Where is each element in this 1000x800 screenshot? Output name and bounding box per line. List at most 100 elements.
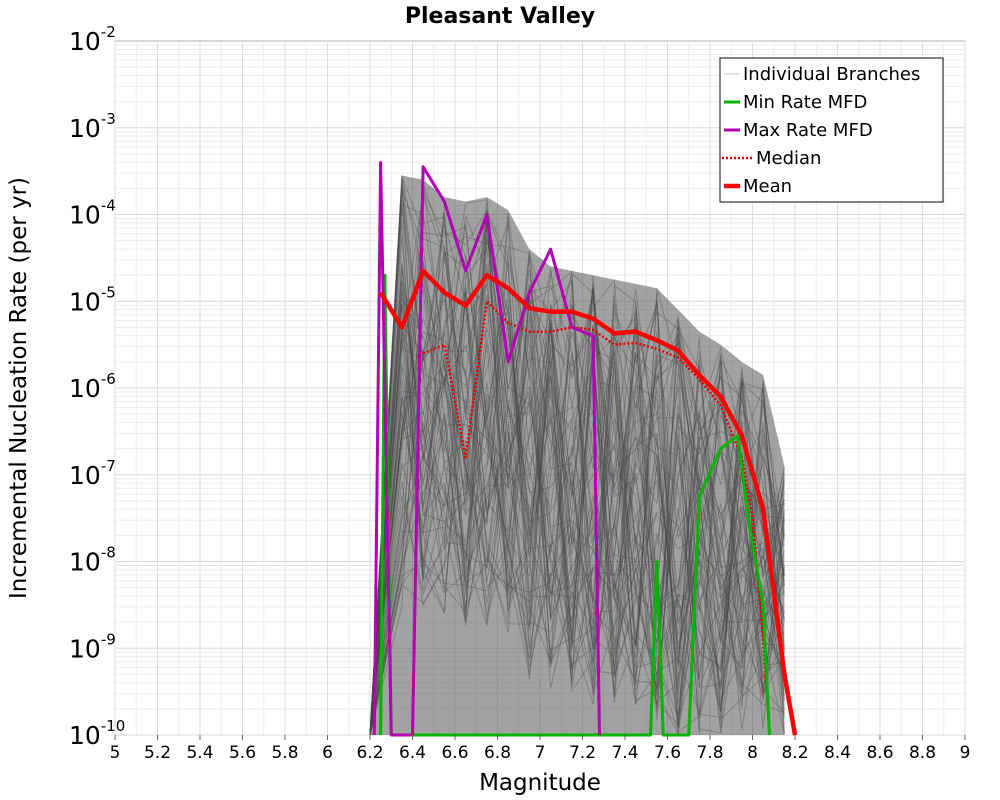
branch-line (369, 285, 785, 736)
branch-line (369, 183, 785, 736)
x-tick-label: 7.4 (611, 743, 638, 763)
branch-band (370, 175, 785, 735)
branch-line (369, 284, 785, 736)
y-tick-label: 10-4 (69, 197, 116, 230)
series-layer (372, 160, 798, 737)
branch-line (369, 246, 785, 736)
x-tick-label: 8.2 (781, 743, 808, 763)
branch-line (369, 213, 785, 736)
branch-line (369, 178, 785, 736)
branch-line (369, 289, 785, 736)
branch-line (369, 290, 785, 736)
branch-line (369, 283, 785, 736)
branch-line (369, 199, 785, 736)
branch-line (369, 220, 785, 736)
branch-line (369, 270, 785, 736)
branch-line (369, 223, 785, 736)
branch-line (369, 222, 785, 736)
chart-title: Pleasant Valley (405, 4, 595, 29)
series-max-rate-mfd (372, 160, 601, 737)
branch-line (369, 284, 785, 736)
branch-line (369, 189, 785, 736)
legend-box (719, 57, 944, 203)
x-tick-label: 6.2 (356, 743, 383, 763)
legend-label: Max Rate MFD (743, 120, 873, 141)
branch-line (369, 213, 785, 736)
x-tick-label: 5 (110, 743, 121, 763)
branch-line (369, 284, 785, 736)
branch-line (369, 297, 785, 736)
branch-line (369, 250, 785, 736)
branch-line (369, 176, 785, 736)
x-tick-label: 8.4 (824, 743, 851, 763)
y-axis-label: Incremental Nucleation Rate (per yr) (6, 177, 32, 599)
x-tick-label: 8 (747, 743, 758, 763)
x-tick-label: 5.6 (229, 743, 256, 763)
legend: Individual Branches Min Rate MFD Max Rate … (719, 57, 944, 203)
y-tick-label: 10-5 (69, 283, 116, 316)
branch-line (369, 212, 785, 736)
branch-line (369, 288, 785, 736)
x-tick-label: 8.6 (866, 743, 893, 763)
x-tick-label: 6.6 (441, 743, 468, 763)
x-tick-label: 7.6 (654, 743, 681, 763)
y-tick-label: 10-9 (69, 630, 116, 663)
legend-label: Median (756, 148, 821, 169)
branch-band-layer (369, 175, 785, 736)
branch-line (369, 261, 785, 736)
branch-line (369, 330, 785, 736)
branch-line (369, 195, 785, 736)
y-tick-label: 10-10 (69, 717, 125, 750)
branch-line (369, 262, 785, 736)
branch-line (369, 222, 785, 736)
legend-label: Min Rate MFD (743, 92, 867, 113)
branch-line (369, 190, 785, 736)
y-tick-label: 10-8 (69, 544, 116, 577)
x-tick-label: 7 (535, 743, 546, 763)
branch-line (369, 198, 785, 736)
branch-line (369, 287, 785, 736)
branch-line (369, 354, 785, 736)
y-tick-label: 10-7 (69, 457, 116, 490)
branch-line (369, 266, 785, 736)
branch-line (369, 300, 785, 736)
branch-line (369, 327, 785, 736)
branch-line (369, 297, 785, 736)
branch-line (369, 292, 785, 736)
branch-line (369, 180, 785, 736)
x-tick-label: 6 (322, 743, 333, 763)
branch-line (369, 175, 785, 736)
x-tick-label: 5.2 (144, 743, 171, 763)
branch-line (369, 353, 785, 736)
legend-label: Mean (743, 176, 792, 197)
branch-line (369, 212, 785, 736)
x-tick-label: 5.4 (186, 743, 213, 763)
branch-line (369, 199, 785, 736)
branch-line (369, 211, 785, 736)
branch-line (369, 268, 785, 736)
x-tick-label: 5.8 (271, 743, 298, 763)
branch-line (369, 216, 785, 736)
branch-line (369, 209, 785, 736)
y-tick-label: 10-6 (69, 370, 116, 403)
branch-line (369, 273, 785, 736)
series-mean (378, 268, 798, 736)
branch-line (369, 254, 785, 736)
x-tick-label: 6.4 (399, 743, 426, 763)
branch-line (369, 255, 785, 736)
legend-items: Individual Branches Min Rate MFD Max Rate … (722, 64, 920, 197)
x-tick-label: 7.8 (696, 743, 723, 763)
branch-line (369, 276, 785, 736)
branch-line (369, 333, 785, 736)
legend-label: Individual Branches (743, 64, 920, 85)
x-tick-label: 7.2 (569, 743, 596, 763)
y-tick-layer: 10-10 10-9 10-8 10-7 10-6 10-5 10-4 10-3 10-2 (69, 23, 125, 750)
branch-line (369, 216, 785, 736)
branch-line (369, 216, 785, 736)
branch-line (369, 310, 785, 736)
branch-line (369, 225, 785, 736)
x-tick-layer: 5 5.2 5.4 5.6 5.8 6 6.2 6.4 6.6 6.8 7 7.2 7.4 7.6 7.8 8… (110, 735, 970, 763)
branch-line (369, 296, 785, 736)
